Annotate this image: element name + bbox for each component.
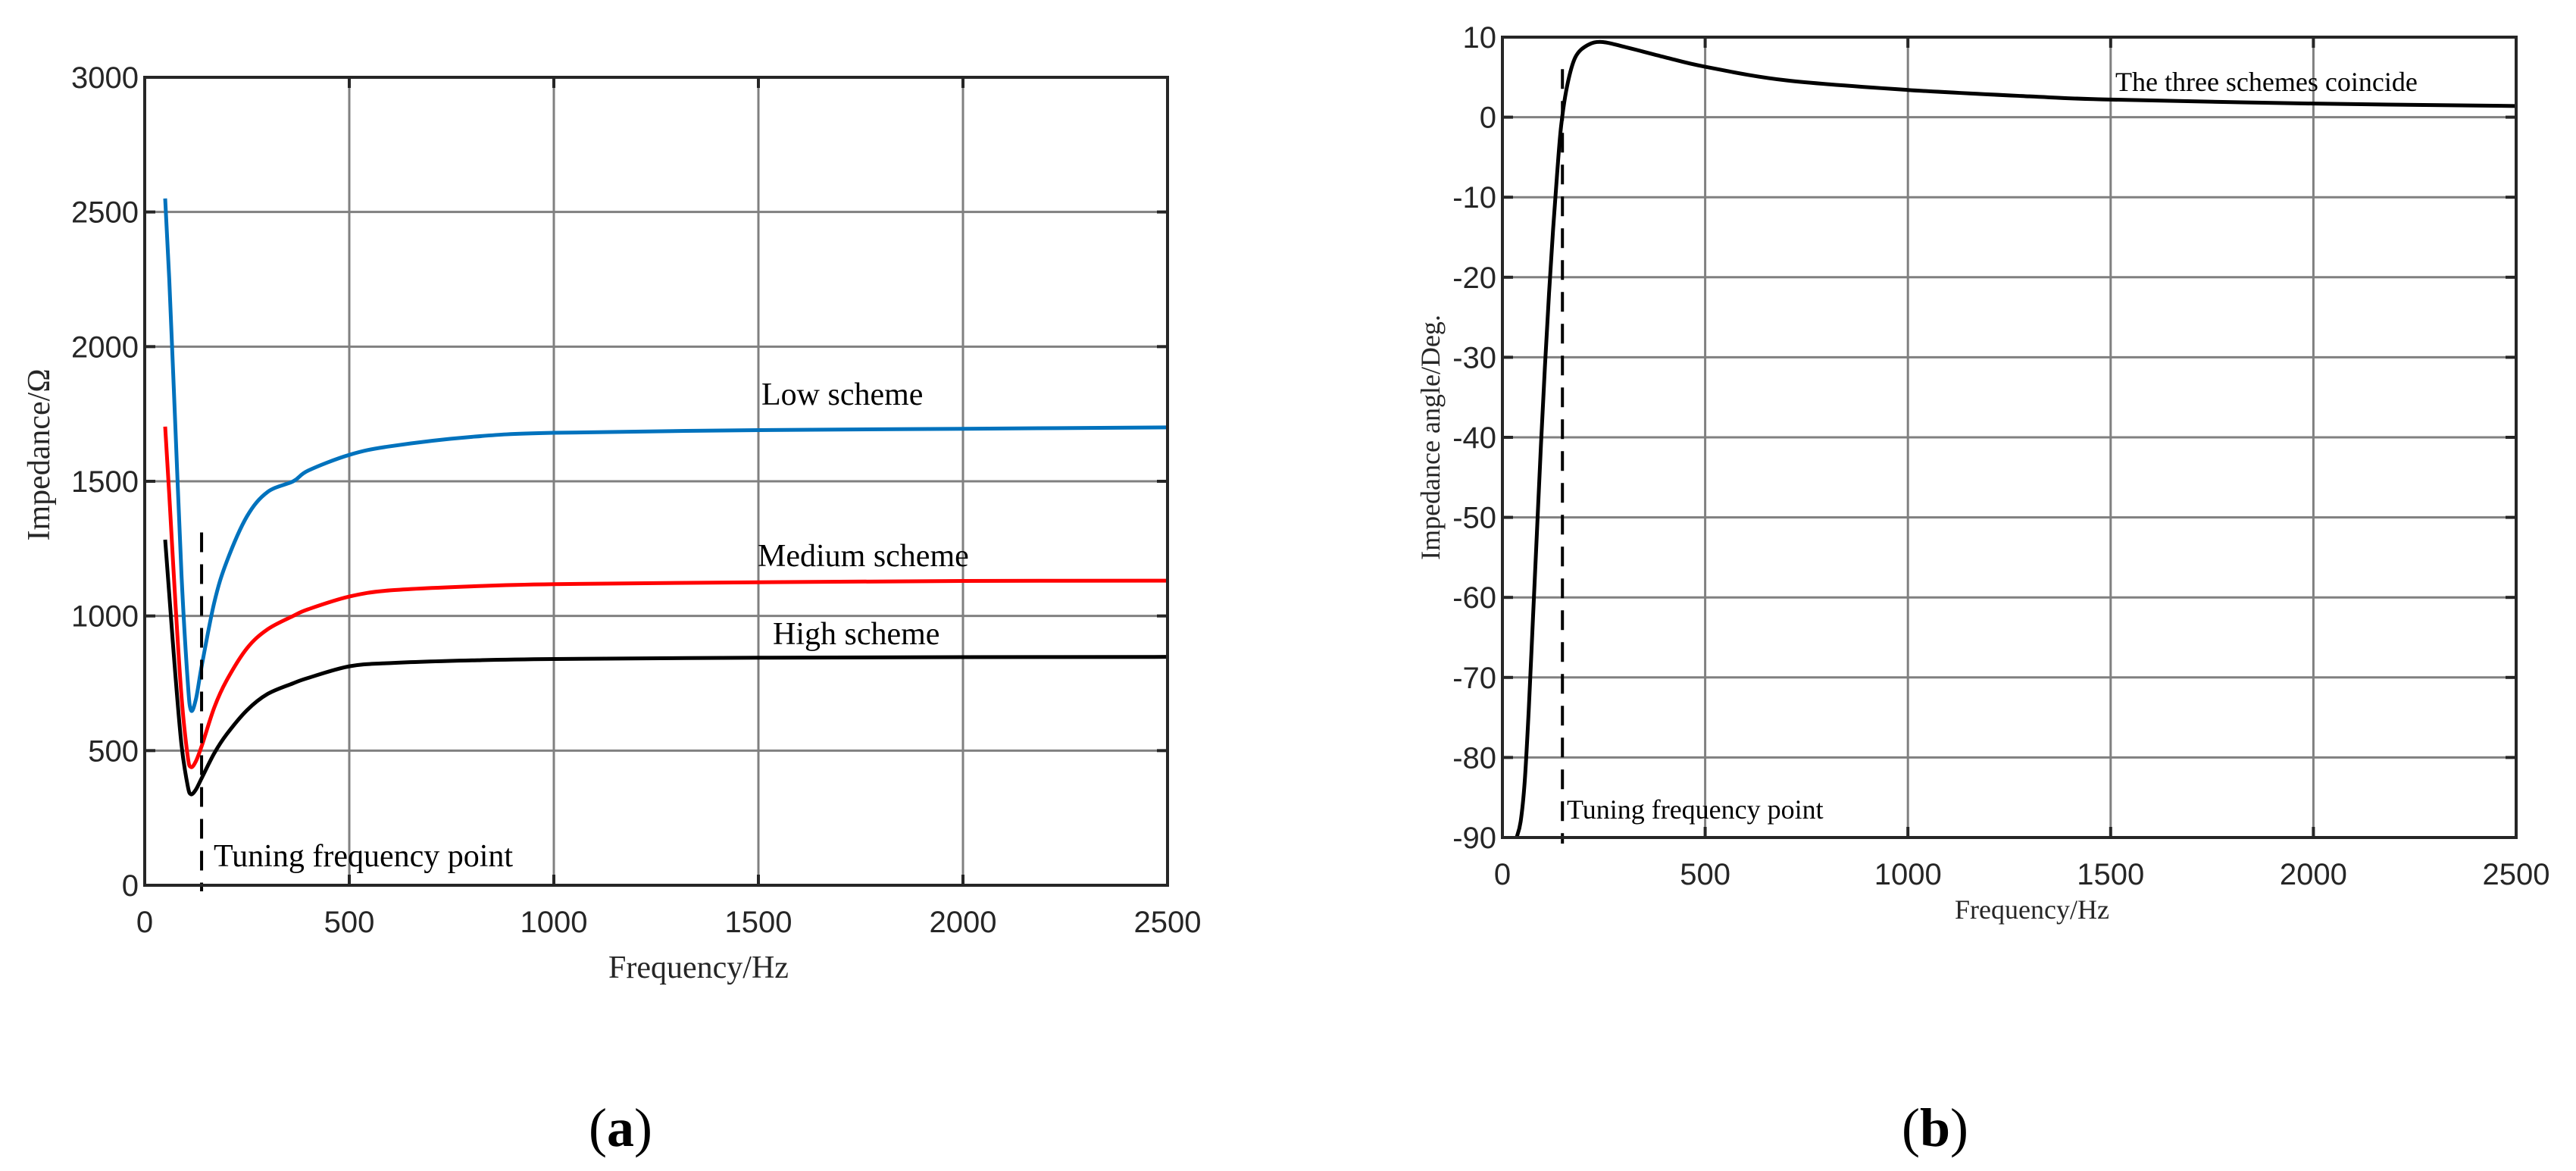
x-axis-label-b: Frequency/Hz [1955, 894, 2109, 925]
label-low-scheme: Low scheme [761, 377, 923, 412]
panel-b-grid [1502, 37, 2516, 838]
x-tick-label: 2000 [930, 906, 997, 939]
x-tick-label: 1500 [725, 906, 792, 939]
y-tick-label: -20 [1452, 261, 1496, 295]
x-tick-label: 1000 [1874, 858, 1942, 891]
y-tick-label: 1000 [71, 600, 139, 634]
y-axis-label-b: Impedance angle/Deg. [1415, 315, 1446, 560]
y-tick-label: 3000 [71, 61, 139, 95]
y-tick-label: 10 [1463, 21, 1497, 55]
y-tick-label: -60 [1452, 581, 1496, 615]
series-line-all-three-schemes-coincident- [1515, 39, 2517, 838]
panel-a-tick-labels: 0 500 1000 1500 2000 2500 0 500 1000 1500 2000 2500… [71, 61, 1201, 939]
label-tuning-frequency-a: Tuning frequency point [214, 839, 513, 874]
x-tick-label: 500 [324, 906, 375, 939]
x-tick-label: 2500 [2483, 858, 2550, 891]
y-tick-label: 0 [122, 869, 139, 903]
y-tick-label: -40 [1452, 421, 1496, 455]
x-tick-label: 2500 [1134, 906, 1202, 939]
x-tick-label: 0 [136, 906, 153, 939]
y-tick-label: 0 [1480, 102, 1496, 135]
y-tick-label: -30 [1452, 341, 1496, 374]
y-tick-label: -70 [1452, 662, 1496, 695]
series-line-high-scheme [163, 539, 1168, 797]
panel-a-grid [145, 77, 1168, 885]
panel-label-b: (b) [1902, 1097, 1968, 1158]
y-tick-label: -80 [1452, 741, 1496, 775]
y-tick-label: 2500 [71, 196, 139, 230]
label-schemes-coincide: The three schemes coincide [2115, 67, 2418, 97]
x-axis-label-a: Frequency/Hz [608, 950, 789, 985]
y-tick-label: 1500 [71, 465, 139, 499]
x-tick-label: 0 [1494, 858, 1511, 891]
y-tick-label: -50 [1452, 502, 1496, 535]
y-tick-label: 500 [88, 734, 139, 768]
label-tuning-frequency-b: Tuning frequency point [1567, 794, 1824, 825]
series-line-medium-scheme [163, 426, 1168, 769]
y-tick-label: -90 [1452, 822, 1496, 855]
y-axis-label-a: Impedance/Ω [22, 368, 57, 540]
series-line-low-scheme [163, 198, 1168, 713]
panel-b-tick-labels: 0 500 1000 1500 2000 2500 -90 -80 -70 -60 -50 -40 -3… [1452, 21, 2549, 891]
x-tick-label: 1500 [2077, 858, 2144, 891]
panel-b-impedance-angle: 0 500 1000 1500 2000 2500 -90 -80 -70 -60 -50 -40 -3… [1415, 21, 2549, 1158]
x-tick-label: 500 [1680, 858, 1730, 891]
label-medium-scheme: Medium scheme [758, 539, 969, 574]
label-high-scheme: High scheme [773, 617, 939, 652]
panel-a-curves [163, 198, 1168, 891]
x-tick-label: 2000 [2280, 858, 2347, 891]
panel-a-axes-frame [143, 76, 1169, 887]
y-tick-label: 2000 [71, 330, 139, 364]
panel-b-axes-frame [1501, 36, 2518, 839]
panel-a-impedance-magnitude: 0 500 1000 1500 2000 2500 0 500 1000 1500 2000 2500… [22, 61, 1201, 1158]
panel-label-a: (a) [589, 1097, 652, 1158]
y-tick-label: -10 [1452, 181, 1496, 214]
panel-b-curves [1515, 39, 2517, 844]
x-tick-label: 1000 [521, 906, 588, 939]
